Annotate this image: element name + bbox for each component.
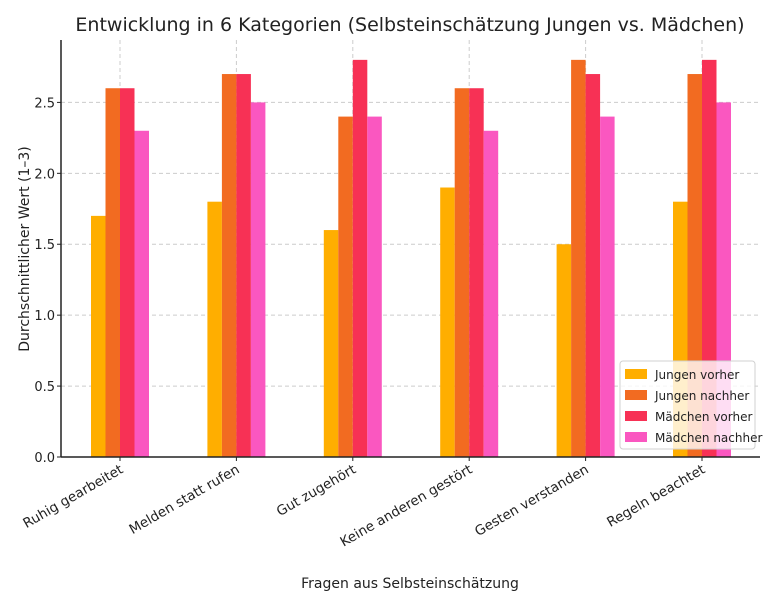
x-tick-label: Gesten verstanden	[472, 462, 591, 540]
bar-maedchen-nachher	[134, 130, 149, 457]
y-tick-label: 1.5	[34, 238, 55, 253]
legend-swatch	[625, 390, 647, 400]
bar-jungen-vorher	[323, 230, 339, 457]
y-tick-label: 0.5	[34, 380, 55, 395]
bar-jungen-vorher	[91, 215, 106, 457]
bar-maedchen-nachher	[483, 130, 499, 457]
y-tick-label: 1.0	[34, 309, 55, 324]
bar-maedchen-vorher	[352, 59, 368, 457]
x-tick-label: Regeln beachtet	[604, 462, 708, 531]
legend-label: Mädchen nachher	[655, 431, 762, 445]
bar-jungen-nachher	[221, 74, 237, 457]
legend: Jungen vorher Jungen nachher Mädchen vorhe…	[619, 360, 762, 450]
legend-swatch	[625, 411, 647, 421]
bar-maedchen-nachher	[250, 102, 266, 457]
x-axis-ticks: Ruhig gearbeitet Melden statt rufen Gut zu…	[20, 457, 708, 550]
bar-maedchen-nachher	[600, 116, 615, 458]
legend-swatch	[625, 369, 647, 379]
y-axis-label: Durchschnittlicher Wert (1–3)	[17, 146, 33, 352]
bar-maedchen-vorher	[236, 74, 251, 457]
bar-maedchen-vorher	[585, 74, 601, 457]
bar-maedchen-nachher	[367, 116, 382, 458]
legend-label: Jungen vorher	[654, 368, 739, 382]
bar-jungen-nachher	[338, 116, 353, 458]
x-axis-label: Fragen aus Selbsteinschätzung	[301, 576, 519, 592]
x-tick-label: Gut zugehört	[274, 462, 359, 520]
axes	[60, 40, 760, 458]
bar-maedchen-vorher	[702, 59, 717, 457]
y-tick-label: 0.0	[34, 451, 55, 466]
bar-maedchen-vorher	[120, 88, 135, 457]
y-axis-ticks: 0.0 0.5 1.0 1.5 2.0 2.5	[34, 96, 61, 466]
legend-label: Jungen nachher	[654, 389, 749, 403]
bar-maedchen-vorher	[469, 88, 484, 457]
bar-jungen-vorher	[556, 244, 572, 457]
x-tick-label: Ruhig gearbeitet	[20, 462, 126, 532]
x-tick-label: Melden statt rufen	[126, 462, 242, 538]
y-tick-label: 2.5	[34, 96, 55, 111]
legend-swatch	[625, 432, 647, 442]
legend-box	[619, 360, 756, 450]
bar-jungen-nachher	[571, 59, 586, 457]
chart-title: Entwicklung in 6 Kategorien (Selbsteinsc…	[75, 14, 744, 36]
bar-jungen-vorher	[207, 201, 222, 457]
bar-jungen-nachher	[105, 88, 120, 457]
legend-label: Mädchen vorher	[655, 410, 752, 424]
y-tick-label: 2.0	[34, 167, 55, 182]
bar-jungen-vorher	[440, 187, 455, 458]
bar-jungen-nachher	[454, 88, 470, 457]
